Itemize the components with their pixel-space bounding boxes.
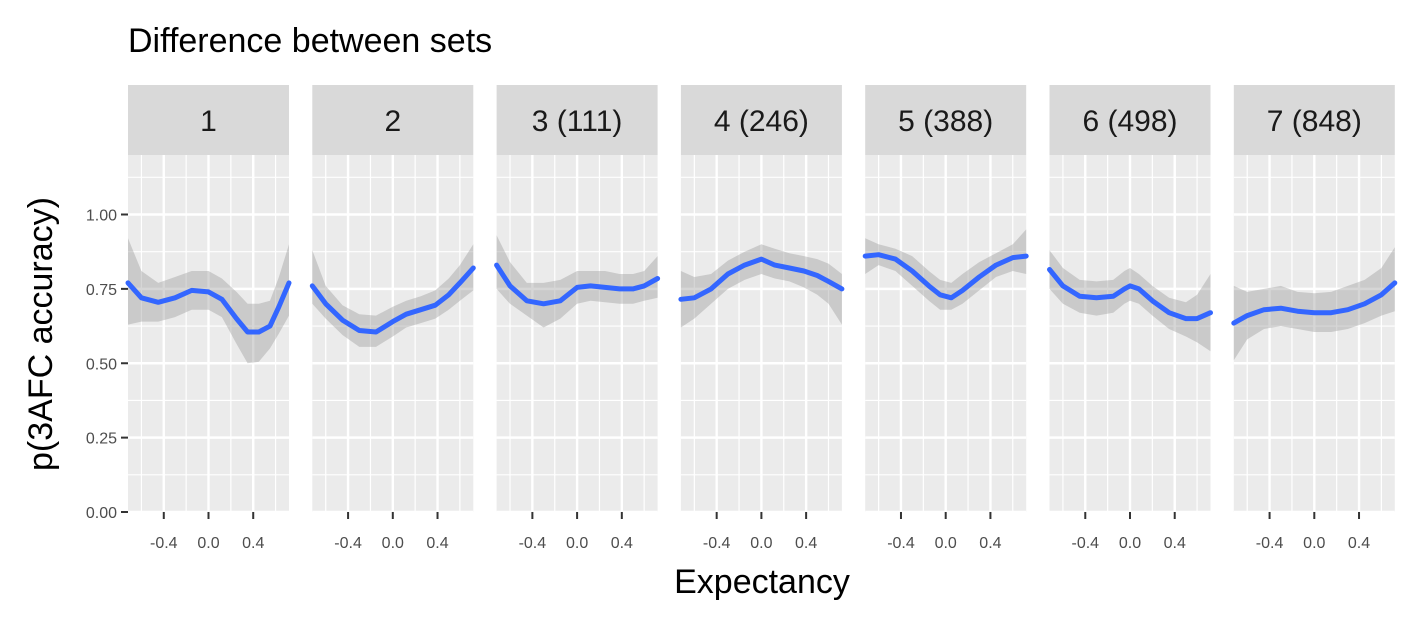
smooth-line [1231, 280, 1398, 326]
x-tick-label: 0.0 [1303, 535, 1325, 552]
x-axis-title: Expectancy [674, 563, 850, 601]
y-tick-label: 0.50 [86, 356, 117, 373]
smooth-line [125, 280, 292, 335]
facet-strip-label: 2 [384, 105, 401, 138]
x-tick-label: -0.4 [703, 535, 731, 552]
smooth-line [678, 256, 845, 302]
facet-strip [680, 85, 842, 155]
x-tick-label: -0.4 [1256, 535, 1284, 552]
facet-strip [1233, 85, 1395, 155]
facet-strip-label: 5 (388) [898, 105, 993, 138]
facet-panels: 1-0.4 0.0 0.42-0.4 0.0 0.43 (111)-0.4 0.0 0.44… [125, 85, 1398, 552]
smooth-line [494, 262, 661, 307]
x-tick-label: -0.4 [519, 535, 547, 552]
x-tick-label: -0.4 [150, 535, 178, 552]
smooth-line [862, 252, 1029, 301]
facet-strip [496, 85, 658, 155]
y-axis: 0.00 0.25 0.50 0.75 1.00 [86, 208, 128, 522]
x-tick-label: 0.4 [1348, 535, 1370, 552]
smooth-line [1047, 267, 1213, 322]
x-tick-label: -0.4 [887, 535, 915, 552]
confidence-ribbon [1049, 250, 1211, 352]
x-tick-label: 0.0 [750, 535, 772, 552]
facet-strip-label: 3 (111) [532, 105, 623, 138]
x-tick-label: -0.4 [334, 535, 362, 552]
facet-strip [1049, 85, 1211, 155]
x-tick-label: 0.4 [979, 535, 1001, 552]
facet-strip-label: 7 (848) [1267, 105, 1362, 138]
x-tick-label: 0.0 [1119, 535, 1141, 552]
y-tick-label: 1.00 [86, 208, 117, 225]
facet-strip [865, 85, 1027, 155]
x-tick-label: 0.4 [795, 535, 817, 552]
facet-panel-1: 1 -0.4 0.0 0.4 [125, 85, 292, 552]
x-tick-label: 0.4 [242, 535, 264, 552]
x-tick-label: 0.4 [426, 535, 448, 552]
y-tick-label: 0.00 [86, 505, 117, 522]
facet-strip-label: 6 (498) [1082, 105, 1177, 138]
x-tick-label: 0.4 [611, 535, 633, 552]
x-tick-label: 0.0 [935, 535, 957, 552]
y-tick-label: 0.75 [86, 282, 117, 299]
facet-strip [312, 85, 474, 155]
facet-strip-label: 4 (246) [714, 105, 809, 138]
x-tick-label: 0.0 [197, 535, 219, 552]
facet-panel-7: 7 (848) -0.4 0.0 0.4 [1231, 85, 1398, 552]
smooth-line [309, 265, 476, 335]
facet-panel-2: 2 -0.4 0.0 0.4 [309, 85, 476, 552]
confidence-ribbon [1233, 247, 1395, 361]
facet-strip [128, 85, 289, 155]
y-tick-label: 0.25 [86, 431, 117, 448]
y-axis-title: p(3AFC accuracy) [22, 197, 60, 471]
x-tick-label: 0.0 [566, 535, 588, 552]
chart-title: Difference between sets [128, 22, 492, 60]
x-tick-label: 0.0 [382, 535, 404, 552]
confidence-ribbon [680, 244, 842, 328]
facet-panel-4: 4 (246) -0.4 0.0 0.4 [678, 85, 845, 552]
facet-panel-3: 3 (111) -0.4 0.0 0.4 [494, 85, 661, 552]
facet-panel-6: 6 (498) -0.4 0.0 0.4 [1047, 85, 1213, 552]
confidence-ribbon [312, 244, 474, 347]
facet-panel-5: 5 (388) -0.4 0.0 0.4 [862, 85, 1029, 552]
facet-strip-label: 1 [200, 105, 217, 138]
x-tick-label: -0.4 [1071, 535, 1099, 552]
x-tick-label: 0.4 [1164, 535, 1186, 552]
